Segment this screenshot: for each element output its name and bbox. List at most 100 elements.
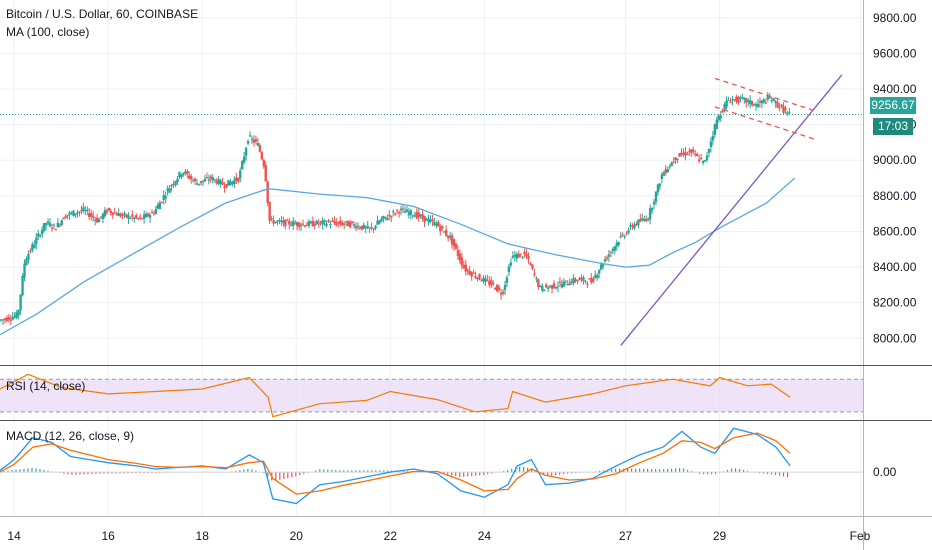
candle-body	[756, 103, 760, 108]
candle-body	[333, 220, 336, 223]
candle-body	[537, 279, 540, 288]
candle-body	[37, 233, 40, 237]
candle-body	[68, 212, 71, 215]
candle-body	[33, 244, 36, 248]
candle-body	[17, 309, 20, 316]
macd-histogram-bar	[155, 472, 157, 474]
macd-histogram-bar	[343, 470, 345, 473]
candle-body	[543, 289, 546, 292]
candle-body	[578, 278, 581, 281]
candle-body	[490, 280, 493, 286]
candle-body	[746, 100, 750, 103]
candle-body	[248, 135, 252, 137]
candle-body	[13, 315, 16, 318]
candle-body	[672, 161, 675, 163]
macd-histogram-bar	[746, 470, 749, 473]
macd-histogram-bar	[778, 472, 781, 476]
candle-body	[331, 221, 334, 223]
candle-body	[627, 230, 630, 233]
candle-body	[646, 219, 650, 221]
candle-body	[40, 229, 44, 235]
macd-histogram-bar	[463, 472, 465, 477]
candle-body	[619, 236, 622, 238]
candle-body	[401, 208, 405, 210]
candle-body	[246, 141, 250, 144]
macd-histogram-bar	[603, 470, 605, 473]
candle-body	[572, 277, 575, 284]
macd-histogram-bar	[487, 472, 489, 475]
candle-body	[11, 316, 14, 320]
ma-legend: MA (100, close)	[6, 25, 90, 39]
candle-body	[580, 277, 583, 279]
candle-body	[419, 215, 422, 217]
macd-histogram-bar	[742, 469, 745, 473]
candle-body	[535, 278, 538, 280]
candle-body	[72, 210, 75, 217]
candle-body	[223, 186, 226, 189]
candle-body	[268, 202, 271, 221]
candle-body	[164, 196, 167, 199]
candle-body	[568, 283, 571, 286]
candle-body	[380, 218, 383, 222]
candle-body	[482, 277, 485, 282]
candle-body	[272, 220, 275, 224]
candle-body	[501, 291, 505, 294]
candle-body	[666, 169, 669, 173]
candle-body	[291, 221, 295, 226]
macd-histogram-bar	[627, 468, 629, 473]
candle-body	[752, 104, 756, 106]
candle-body	[562, 281, 566, 287]
candle-body	[0, 319, 3, 321]
macd-histogram-bar	[107, 472, 109, 474]
drawing-annotations	[0, 74, 863, 346]
macd-histogram-bar	[251, 469, 253, 473]
candle-body	[772, 98, 775, 101]
macd-histogram-bar	[611, 469, 613, 473]
candle-body	[709, 141, 713, 148]
candle-body	[531, 264, 534, 269]
macd-histogram-bar	[599, 470, 601, 473]
candle-body	[411, 215, 415, 217]
grid-lines	[0, 0, 863, 516]
macd-histogram-bar	[139, 472, 141, 474]
price-tick-label: 9600.00	[873, 46, 917, 60]
candle-body	[313, 224, 316, 226]
candle-body	[242, 156, 246, 163]
time-tick-label: 22	[384, 529, 398, 543]
candle-body	[197, 183, 201, 185]
candle-body	[188, 175, 191, 179]
support-trendline	[620, 74, 843, 346]
macd-label: MACD (12, 26, close, 9)	[6, 429, 134, 443]
macd-histogram-bar	[147, 472, 149, 474]
macd-histogram-bar	[103, 472, 105, 474]
candle-body	[599, 264, 603, 270]
candle-body	[629, 225, 632, 227]
macd-histogram-bar	[135, 472, 137, 474]
axis-ticks: 9800.009600.009400.009200.009000.008800.…	[7, 11, 916, 543]
candle-body	[529, 263, 532, 266]
candle-body	[476, 278, 479, 280]
macd-histogram-bar	[766, 472, 769, 475]
macd-histogram-bar	[83, 472, 85, 475]
candle-body	[231, 181, 234, 184]
candle-body	[533, 273, 536, 275]
candle-body	[574, 279, 577, 282]
macd-histogram-bar	[99, 472, 101, 474]
candle-body	[374, 225, 377, 229]
candle-body	[654, 191, 658, 202]
candle-body	[274, 221, 277, 223]
candle-body	[499, 293, 503, 295]
candle-body	[686, 153, 689, 155]
candle-body	[46, 221, 50, 223]
candle-body	[576, 280, 579, 282]
macd-histogram-bar	[770, 472, 773, 475]
candle-body	[152, 213, 156, 215]
candle-body	[176, 178, 179, 183]
candle-body	[7, 317, 11, 320]
candle-body	[317, 223, 320, 225]
candle-body	[603, 259, 607, 262]
candle-body	[335, 222, 338, 226]
macd-histogram-bar	[39, 469, 41, 473]
